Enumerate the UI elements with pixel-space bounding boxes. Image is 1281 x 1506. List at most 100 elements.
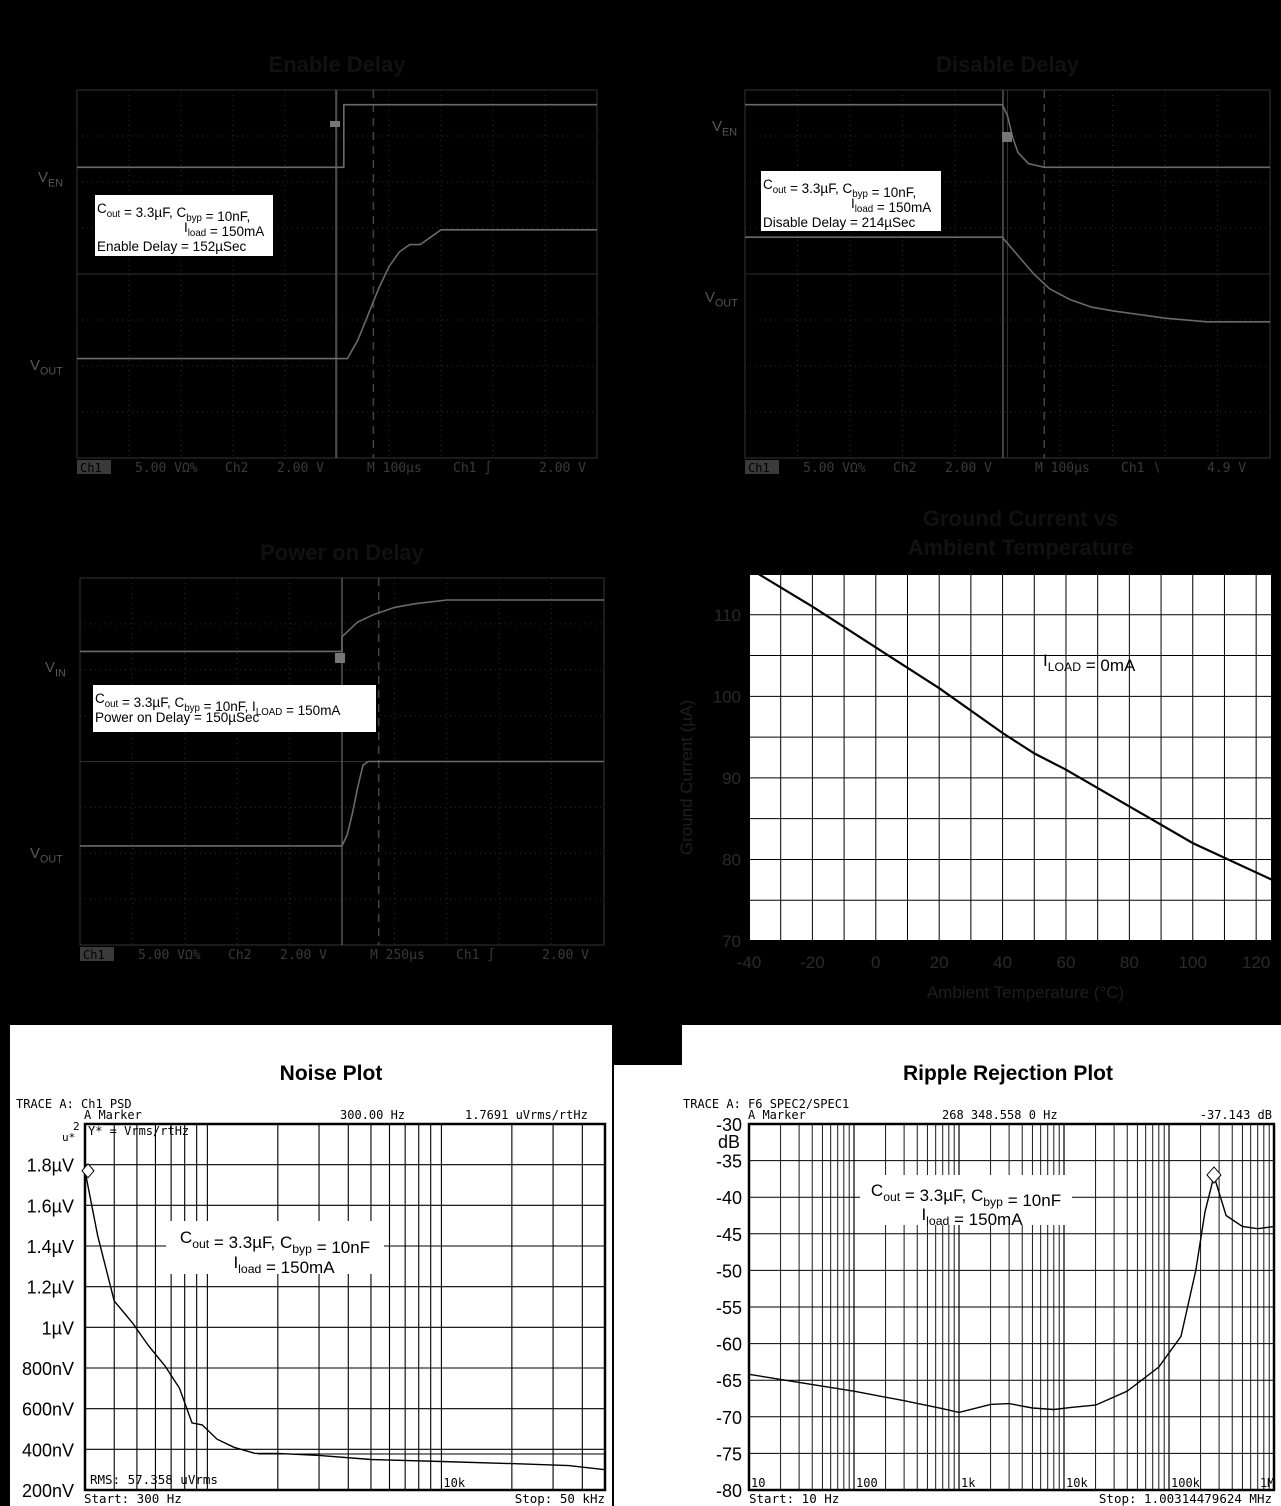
footer-field: 4.9 V xyxy=(1207,461,1246,476)
footer-field: 5.00 VΩ% xyxy=(803,461,866,476)
noise-left-edge xyxy=(0,1065,10,1506)
x-tick-label: 120 xyxy=(1242,953,1270,972)
footer-field: 2.00 V xyxy=(277,461,324,476)
x-tick-label: 100 xyxy=(1179,953,1207,972)
annotation-line: Iload = 150mA xyxy=(851,196,931,215)
trace-label-v-en: VEN xyxy=(712,118,737,139)
trace-v-en xyxy=(77,103,597,169)
marker-label: A Marker xyxy=(84,1108,142,1122)
annotation-line: Disable Delay = 214µSec xyxy=(763,215,915,230)
y-tick-label: 1.8µV xyxy=(27,1156,74,1176)
footer-ch1: Ch1 xyxy=(83,948,105,962)
x-tick-label: -40 xyxy=(737,953,762,972)
y-tick-label: 200nV xyxy=(22,1481,74,1501)
footer-field: 2.00 V xyxy=(945,461,992,476)
footer-field: Ch1 ∫ xyxy=(456,947,495,963)
footer-field: Ch2 xyxy=(228,948,251,963)
scope-trigger-marker xyxy=(1002,132,1012,142)
center-divider xyxy=(612,1025,614,1506)
scope-panel-0: Enable Delay VEN VOUT Cout = 3.3µF, Cbyp = … xyxy=(30,52,598,476)
series-line xyxy=(748,1173,1275,1414)
y-tick-label: 600nV xyxy=(22,1400,74,1420)
marker-label: A Marker xyxy=(748,1108,806,1122)
start-label: Start: 300 Hz xyxy=(84,1491,182,1506)
annotation-line: Cout = 3.3µF, Cbyp = 10nF, ILOAD = 150mA xyxy=(95,691,340,718)
annotation-line: Cout = 3.3µF, Cbyp = 10nF xyxy=(180,1228,370,1257)
ch1-badge xyxy=(745,460,779,474)
trace-v-en xyxy=(745,103,1270,169)
annotation-box xyxy=(761,171,941,231)
y-tick-label: 70 xyxy=(722,932,741,951)
x-axis-label: Ambient Temperature (°C) xyxy=(927,983,1124,1002)
footer-field: Ch2 xyxy=(225,461,248,476)
annotation-line: Cout = 3.3µF, Cbyp = 10nF xyxy=(871,1181,1061,1210)
footer-field: 2.00 V xyxy=(539,461,586,476)
annotation-line: Cout = 3.3µF, Cbyp = 10nF, xyxy=(763,177,916,200)
annotation-box xyxy=(95,195,273,256)
y-tick-label: 400nV xyxy=(22,1440,74,1460)
y-tick-label: 1.6µV xyxy=(27,1196,74,1216)
y-tick-label: 1.4µV xyxy=(27,1237,74,1257)
y-tick-label: -30 xyxy=(716,1115,742,1135)
trace-label-v-en: VEN xyxy=(38,169,63,190)
scale-top: 2 xyxy=(73,1120,80,1133)
noise-corner-notch xyxy=(0,1025,10,1065)
stop-label: Stop: 50 kHz xyxy=(515,1491,605,1506)
trace-label-v-out: VOUT xyxy=(705,289,738,310)
footer-field: Ch1 ∫ xyxy=(453,460,492,476)
y-unit-label: Y* = Vrms/rtHz xyxy=(88,1124,189,1138)
plot-area xyxy=(83,1122,607,1492)
y-axis-label: Ground Current (µA) xyxy=(677,700,696,855)
trace-label-v-out: VOUT xyxy=(30,845,63,866)
footer-field: Ch2 xyxy=(893,461,916,476)
y-tick-label: 1.2µV xyxy=(27,1278,74,1298)
chart-title: Noise Plot xyxy=(280,1062,383,1085)
annotation-line: Iload = 150mA xyxy=(233,1253,335,1277)
y-tick-label: 1µV xyxy=(42,1318,74,1338)
footer-field: M 250µs xyxy=(370,948,425,963)
y-tick-label: -45 xyxy=(716,1225,742,1245)
annotation-box xyxy=(93,685,376,732)
x-tick-label: 100 xyxy=(856,1476,878,1490)
scope-title: Disable Delay xyxy=(936,52,1080,77)
y-tick-label: -65 xyxy=(716,1371,742,1391)
rms-readout: RMS: 57.358 uVrms xyxy=(90,1472,218,1487)
start-label: Start: 10 Hz xyxy=(749,1491,839,1506)
series-line xyxy=(84,1170,606,1471)
annotation-line: Power on Delay = 150µSec xyxy=(95,710,259,725)
ch1-badge xyxy=(77,460,111,474)
y-tick-label: -55 xyxy=(716,1298,742,1318)
ground-current-chart: Ground Current vs Ambient Temperature -40 -… xyxy=(677,506,1273,1002)
footer-field: M 100µs xyxy=(1035,461,1090,476)
x-tick-label: 1M xyxy=(1260,1476,1274,1490)
scope-panel-1: Disable Delay VEN VOUT Cout = 3.3µF, Cbyp =… xyxy=(705,52,1271,476)
footer-field: Ch1 ∖ xyxy=(1121,461,1161,476)
footer-ch1: Ch1 xyxy=(80,461,102,475)
chart-title-line2: Ambient Temperature xyxy=(908,535,1134,560)
y-tick-label: -40 xyxy=(716,1188,742,1208)
scale-unit: u* xyxy=(62,1131,75,1144)
x-tick-label: 10k xyxy=(1066,1476,1088,1490)
annotation-label: ILOAD = 0mA xyxy=(1043,651,1136,675)
plot-area xyxy=(748,573,1273,942)
trace-header: TRACE A: F6 SPEC2/SPEC1 xyxy=(683,1097,849,1111)
footer-field: M 100µs xyxy=(367,461,422,476)
marker-y: -37.143 dB xyxy=(1200,1108,1272,1122)
ch1-badge xyxy=(80,947,114,961)
annotation-line: Cout = 3.3µF, Cbyp = 10nF, xyxy=(97,201,250,224)
y-unit-label: dB xyxy=(718,1132,740,1152)
marker-diamond xyxy=(81,1163,95,1179)
x-tick-label: 20 xyxy=(930,953,949,972)
trace-v-out xyxy=(80,760,604,847)
y-tick-label: 110 xyxy=(714,606,741,625)
annotation-box xyxy=(166,1221,384,1274)
x-tick-label: 10k xyxy=(443,1476,465,1490)
scope-panel-2: Power on Delay VIN VOUT Cout = 3.3µF, Cbyp … xyxy=(30,540,605,963)
trace-label-v-out: VOUT xyxy=(30,357,63,378)
marker-x: 268 348.558 0 Hz xyxy=(942,1108,1058,1122)
y-tick-label: -75 xyxy=(716,1444,742,1464)
chart-title: Ground Current vs xyxy=(923,506,1119,531)
marker-y: 1.7691 uVrms/rtHz xyxy=(465,1108,588,1122)
